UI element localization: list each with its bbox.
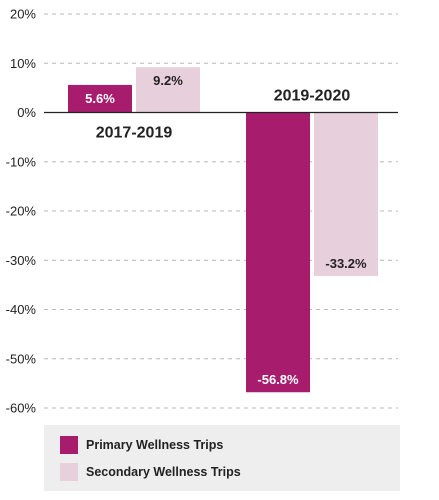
legend-label-secondary: Secondary Wellness Trips	[86, 465, 241, 479]
y-tick-label: -30%	[6, 253, 37, 268]
bar	[136, 67, 200, 113]
y-tick-label: -40%	[6, 302, 37, 317]
legend-item-primary: Primary Wellness Trips	[60, 436, 223, 454]
category-label: 2017-2019	[96, 125, 173, 142]
legend-swatch-secondary	[60, 463, 78, 481]
data-label: 5.6%	[85, 91, 115, 106]
data-label: -56.8%	[257, 372, 299, 387]
data-label: -33.2%	[325, 256, 367, 271]
data-label: 9.2%	[153, 73, 183, 88]
y-tick-label: -60%	[6, 401, 37, 416]
chart-legend: Primary Wellness Trips Secondary Wellnes…	[44, 425, 400, 491]
y-tick-label: 10%	[10, 56, 36, 71]
y-tick-label: -20%	[6, 204, 37, 219]
category-label: 2019-2020	[274, 88, 351, 105]
bar	[314, 112, 378, 277]
legend-label-primary: Primary Wellness Trips	[86, 438, 224, 452]
legend-item-secondary: Secondary Wellness Trips	[60, 463, 241, 481]
y-tick-label: -50%	[6, 351, 37, 366]
bar	[246, 112, 310, 393]
y-tick-label: -10%	[6, 154, 37, 169]
bar-chart: 20% 10% 0% -10% -20% -30% -40% -50% -60% 5.6% 9.2%…	[6, 7, 398, 416]
y-tick-label: 20%	[10, 7, 36, 22]
bar	[68, 84, 132, 113]
legend-swatch-primary	[60, 436, 78, 454]
y-tick-label: 0%	[17, 105, 36, 120]
